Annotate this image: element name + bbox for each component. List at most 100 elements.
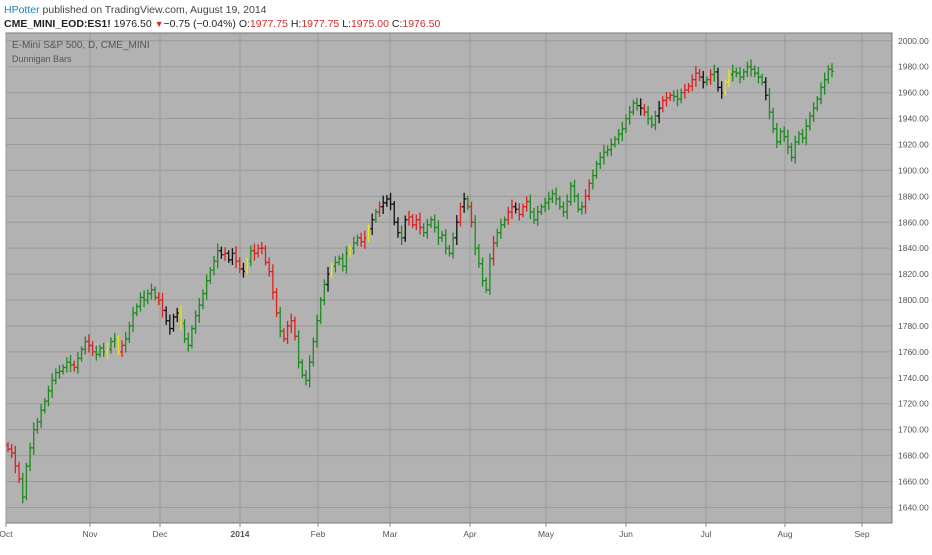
ohlc-bar — [675, 89, 680, 107]
ohlc-bar — [576, 193, 581, 213]
price-tick-label: 1960.00 — [898, 88, 929, 98]
ohlc-bar — [612, 136, 617, 148]
ohlc-bar — [289, 313, 294, 334]
price-tick-label: 1800.00 — [898, 295, 929, 305]
ohlc-bar — [296, 330, 301, 369]
price-tick-label: 2000.00 — [898, 36, 929, 46]
price-tick-label: 1640.00 — [898, 502, 929, 512]
close-value: 1976.50 — [402, 18, 441, 30]
ohlc-bar — [528, 194, 533, 220]
ohlc-bar — [112, 332, 117, 348]
ohlc-bar — [189, 325, 194, 349]
time-tick-label: Jul — [701, 529, 712, 539]
ohlc-bar — [561, 201, 566, 218]
ohlc-bar — [432, 214, 437, 233]
price-tick-label: 1760.00 — [898, 347, 929, 357]
ohlc-bar — [362, 230, 367, 249]
ohlc-bar — [186, 332, 191, 352]
ohlc-bar — [624, 114, 628, 134]
ohlc-bar — [164, 306, 169, 325]
ohlc-bar — [487, 253, 492, 295]
ohlc-bar — [267, 257, 272, 277]
ohlc-bar — [326, 266, 331, 292]
ohlc-bar — [208, 267, 213, 284]
ohlc-bar — [815, 96, 820, 112]
ohlc-bar — [259, 242, 264, 255]
ohlc-bar — [447, 245, 452, 257]
ohlc-bar — [79, 346, 84, 362]
price-tick-label: 1820.00 — [898, 269, 929, 279]
ohlc-bar — [723, 79, 728, 96]
ohlc-bar — [826, 65, 831, 84]
time-tick-label: Oct — [0, 529, 13, 539]
ohlc-bar — [763, 77, 768, 101]
ohlc-bar — [509, 199, 514, 220]
ohlc-bar — [590, 169, 595, 190]
ohlc-bar — [315, 314, 319, 348]
ohlc-bar — [359, 232, 364, 247]
ohlc-bar — [811, 102, 816, 123]
ohlc-bar — [355, 234, 360, 247]
indicator-name: Dunnigan Bars — [12, 54, 72, 64]
price-axis[interactable]: 1640.00 1660.00 1680.00 1700.00 1720.00 1740.… — [898, 36, 929, 513]
time-tick-label: Mar — [383, 529, 398, 539]
ohlc-bar — [75, 352, 80, 374]
grid-lines — [5, 33, 892, 523]
ohlc-bar — [506, 206, 511, 225]
ohlc-bar — [101, 342, 106, 358]
chart-title: E-Mini S&P 500, D, CME_MINI — [12, 40, 150, 51]
ohlc-bar — [679, 88, 684, 104]
ohlc-bar — [760, 73, 765, 86]
ohlc-bar — [94, 345, 99, 361]
close-label: C: — [391, 18, 403, 30]
ohlc-bar — [329, 262, 334, 279]
ohlc-bar — [513, 202, 518, 214]
ohlc-bar — [17, 461, 22, 484]
ohlc-bar — [223, 247, 228, 261]
ohlc-bar — [443, 229, 448, 255]
ohlc-bar — [344, 246, 349, 274]
ohlc-bar — [701, 70, 706, 89]
symbol-name: CME_MINI_EOD:ES1! — [4, 18, 111, 30]
ohlc-bar — [68, 355, 73, 373]
ohlc-bar — [72, 360, 77, 372]
ohlc-bar — [300, 359, 305, 379]
price-tick-label: 1940.00 — [898, 114, 929, 124]
ohlc-bar — [800, 128, 805, 144]
ohlc-bar — [241, 262, 246, 278]
ohlc-bar — [200, 289, 205, 310]
ohlc-bar — [212, 256, 216, 276]
ohlc-bar — [598, 152, 603, 170]
time-axis[interactable]: Oct Nov Dec 2014 Feb Mar Apr May Jun Jul Aug Sep — [0, 523, 870, 539]
low-label: L: — [342, 18, 351, 30]
ohlc-bar — [388, 192, 393, 211]
price-tick-label: 1780.00 — [898, 321, 929, 331]
ohlc-bar — [42, 398, 47, 414]
ohlc-bar — [818, 82, 823, 105]
ohlc-bar — [767, 88, 772, 120]
ohlc-bar — [373, 208, 378, 223]
ohlc-bar — [414, 214, 419, 230]
author-link[interactable]: HPotter — [4, 4, 40, 16]
ohlc-bar — [131, 306, 136, 333]
ohlc-bar — [693, 66, 698, 87]
ohlc-bar — [660, 96, 665, 113]
ohlc-bar — [384, 194, 389, 207]
ohlc-bar — [774, 122, 779, 149]
ohlc-bar — [609, 138, 614, 156]
ohlc-bar — [568, 181, 573, 206]
open-value: 1977.75 — [249, 18, 288, 30]
ohlc-bar — [429, 216, 434, 228]
ohlc-bar — [83, 336, 88, 355]
plot-area[interactable] — [5, 32, 893, 524]
ohlc-bar — [631, 99, 636, 116]
time-tick-label: Jun — [619, 529, 633, 539]
ohlc-bar — [230, 248, 235, 265]
ohlc-bar — [252, 243, 257, 261]
ohlc-bar — [752, 65, 757, 78]
ohlc-bar — [822, 72, 827, 95]
price-bars — [6, 59, 834, 504]
ohlc-bar — [601, 145, 606, 165]
